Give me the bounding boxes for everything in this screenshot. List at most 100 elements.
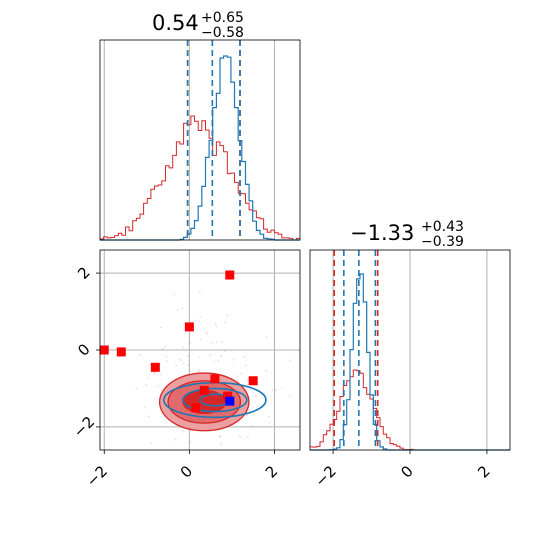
sample-dot [223,350,226,353]
sample-dot [205,331,208,333]
sample-dot [246,378,249,381]
sample-dot [173,292,176,295]
sample-dot [161,347,164,350]
sample-dot [186,354,189,357]
sample-dot [281,387,284,390]
sample-dot [240,436,243,439]
sample-dot [139,353,142,356]
y-tick-label-1: 0 [74,340,93,359]
sample-dot [240,373,243,375]
sample-dot [246,435,249,438]
sample-dot [199,316,202,319]
sample-dot [176,309,179,312]
posterior-histogram [100,55,300,241]
sample-dot [271,389,274,392]
sample-dot [268,421,271,424]
sample-dot [153,372,156,374]
sample-dot [199,338,202,340]
hist-x-title: 0.54 [152,11,199,35]
sample-dot [150,442,153,445]
x-tick-label-2: 2 [262,462,281,481]
hist-x-title-sub: −0.58 [201,25,244,41]
sample-dot [206,332,209,335]
y-tick-label-2: 2 [74,263,93,282]
sample-dot [236,375,239,377]
sample-dot [265,369,268,372]
truth-marker [225,396,235,406]
sample-dot [274,389,277,392]
sample-dot [181,307,184,310]
sample-dot [209,354,211,356]
sample-dot [255,405,258,408]
sample-dot [238,435,241,438]
sample-dot [220,442,223,445]
sample-dot [147,377,149,379]
sample-dot [164,345,167,347]
sample-dot [197,368,200,371]
red-marker-9 [223,391,233,401]
x-tick-label-0: −2 [312,462,340,490]
sample-dot [182,362,185,365]
sample-dot [214,323,217,326]
sample-dot [232,358,235,361]
sample-dot [268,415,270,418]
hist-y-title: −1.33 [350,221,414,245]
hist-x-panel [99,39,301,241]
x-tick-label-2: 2 [474,462,493,481]
sample-dot [217,359,220,362]
sample-dot [145,384,148,386]
sample-dot [289,394,291,397]
sample-dot [160,373,163,376]
sample-dot [188,342,191,344]
sample-dot [175,364,178,367]
sample-dot [198,370,200,373]
sample-dot [181,430,184,433]
sample-dot [159,326,162,329]
sample-dot [198,356,201,359]
sample-dot [187,364,190,367]
sample-dot [165,355,168,358]
hist-y-title-sub: −0.39 [421,234,464,250]
red-marker-3 [184,322,194,332]
sample-dot [153,371,155,374]
x-tick-label-1: 0 [177,462,196,481]
sample-dot [213,360,216,363]
sample-dot [143,406,146,409]
hist-y-panel: −2 0 2 [309,249,511,490]
sample-dot [166,360,169,363]
hist-x-title-sup: +0.65 [201,10,244,26]
prior-histogram [100,115,300,241]
red-marker-1 [116,347,126,357]
sample-dot [245,414,248,417]
sample-dot [243,356,246,359]
sample-dot [219,436,222,438]
hist-y-title-sup: +0.43 [421,219,464,235]
red-marker-5 [210,374,220,384]
sample-dot [224,321,227,324]
hist-x-frame [99,39,301,241]
sample-dot [289,359,292,362]
sample-dot [265,336,268,339]
hist-y-title-main: −1.33 [350,221,414,245]
sample-dot [226,314,229,317]
sample-dot [250,425,253,428]
sample-dot [157,385,159,388]
x-tick-label-1: 0 [397,462,416,481]
hist-x-title-main: 0.54 [152,11,199,35]
sample-dot [180,359,183,362]
red-marker-4 [225,270,235,280]
red-marker-8 [191,403,201,413]
red-marker-2 [150,362,160,372]
red-marker-0 [99,345,109,355]
sample-dot [135,387,138,390]
sample-dot [174,438,177,441]
sample-dot [198,291,201,294]
sample-dot [218,435,221,437]
sample-dot [147,415,150,418]
y-tick-label-0: −2 [70,413,98,441]
sample-dot [221,341,224,343]
sample-dot [189,370,192,373]
sample-dot [254,395,257,398]
sample-dot [210,341,213,344]
